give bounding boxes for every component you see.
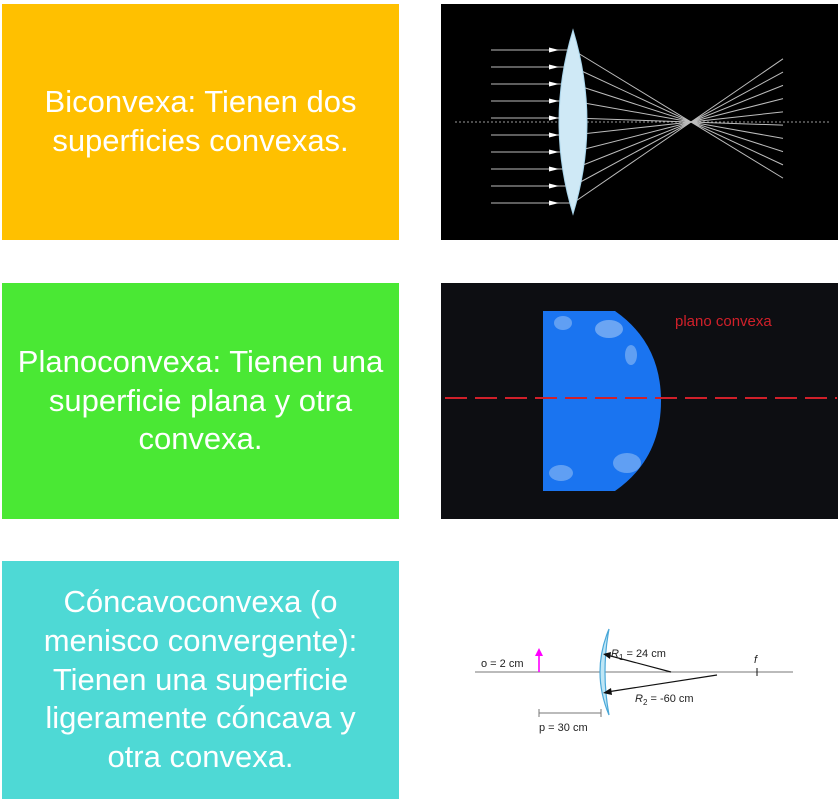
ray-arrowhead bbox=[549, 98, 559, 104]
ray-arrowhead bbox=[549, 47, 559, 53]
light-rays bbox=[491, 49, 784, 204]
refracted-ray bbox=[572, 83, 784, 153]
radius-2-arrowhead bbox=[603, 688, 612, 695]
ray-arrows bbox=[549, 47, 559, 206]
lens-highlight bbox=[595, 320, 623, 338]
refracted-ray bbox=[572, 71, 784, 187]
refracted-ray bbox=[572, 84, 784, 170]
refracted-ray bbox=[572, 117, 784, 126]
lens-highlight bbox=[613, 453, 641, 473]
refracted-ray bbox=[572, 111, 784, 136]
focal-point-label: f bbox=[754, 654, 758, 666]
planoconvex-description-box: Planoconvexa: Tienen una superficie plan… bbox=[2, 283, 399, 519]
ray-arrowhead bbox=[549, 64, 559, 70]
meniscus-description-box: Cóncavoconvexa (o menisco convergente): … bbox=[2, 561, 399, 799]
biconvex-lens bbox=[558, 28, 588, 216]
ray-arrowhead bbox=[549, 81, 559, 87]
planoconvex-diagram-svg: plano convexa bbox=[445, 311, 837, 491]
object-distance-label: p = 30 cm bbox=[539, 722, 588, 734]
radius-1-arrowhead bbox=[603, 652, 611, 659]
meniscus-lens-diagram: o = 2 cm R1 = 24 cm R2 = -60 cm f p = 30… bbox=[441, 561, 838, 799]
refracted-ray bbox=[572, 100, 784, 139]
refracted-ray bbox=[572, 66, 784, 166]
planoconvex-lens bbox=[543, 311, 661, 491]
object-arrowhead bbox=[535, 648, 543, 656]
ray-arrowhead bbox=[549, 183, 559, 189]
object-height-label: o = 2 cm bbox=[481, 658, 524, 670]
lens-highlight bbox=[549, 465, 573, 481]
biconvex-description: Biconvexa: Tienen dos superficies convex… bbox=[44, 84, 357, 158]
ray-arrowhead bbox=[549, 132, 559, 138]
meniscus-description: Cóncavoconvexa (o menisco convergente): … bbox=[43, 584, 358, 775]
radius-2-label: R2 = -60 cm bbox=[635, 693, 694, 707]
biconvex-description-box: Biconvexa: Tienen dos superficies convex… bbox=[2, 4, 399, 240]
planoconvex-lens-diagram: plano convexa bbox=[441, 283, 838, 519]
ray-arrowhead bbox=[549, 166, 559, 172]
lens-highlight bbox=[625, 345, 637, 365]
ray-arrowhead bbox=[549, 115, 559, 121]
refracted-ray bbox=[572, 98, 784, 153]
lens-highlight bbox=[554, 316, 572, 330]
radius-2-line bbox=[606, 674, 718, 693]
ray-arrowhead bbox=[549, 149, 559, 155]
refracted-ray bbox=[572, 49, 784, 179]
biconvex-diagram-svg bbox=[455, 28, 831, 216]
planoconvex-description: Planoconvexa: Tienen una superficie plan… bbox=[17, 343, 384, 457]
radius-1-label: R1 = 24 cm bbox=[611, 648, 666, 662]
refracted-ray bbox=[572, 58, 784, 204]
meniscus-diagram-svg: o = 2 cm R1 = 24 cm R2 = -60 cm f p = 30… bbox=[475, 628, 793, 734]
biconvex-lens-diagram bbox=[441, 4, 838, 240]
planoconvex-label: plano convexa bbox=[675, 313, 772, 330]
ray-arrowhead bbox=[549, 200, 559, 206]
radius-1-line bbox=[606, 654, 672, 673]
